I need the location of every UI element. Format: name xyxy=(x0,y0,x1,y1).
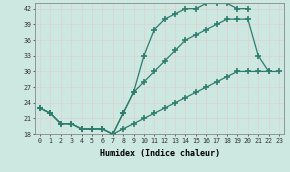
X-axis label: Humidex (Indice chaleur): Humidex (Indice chaleur) xyxy=(99,149,220,158)
